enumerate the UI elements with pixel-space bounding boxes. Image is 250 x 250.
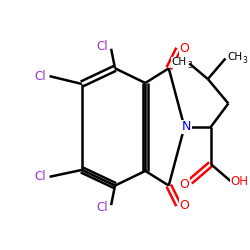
Text: OH: OH — [231, 175, 249, 188]
Text: CH: CH — [171, 57, 186, 67]
Text: Cl: Cl — [34, 170, 46, 183]
Text: CH: CH — [228, 52, 243, 62]
Text: O: O — [179, 178, 189, 190]
Text: O: O — [180, 42, 190, 55]
Text: Cl: Cl — [34, 70, 46, 83]
Text: Cl: Cl — [97, 40, 108, 53]
Text: 3: 3 — [242, 56, 247, 65]
Text: Cl: Cl — [97, 201, 108, 214]
Text: N: N — [182, 120, 192, 134]
Text: O: O — [180, 198, 190, 211]
Text: 3: 3 — [187, 61, 192, 70]
